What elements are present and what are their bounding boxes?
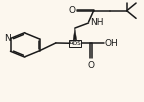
Text: N: N [4,34,11,43]
Bar [69,40,81,47]
Text: O: O [68,6,75,15]
Text: O: O [88,61,95,70]
Text: Abs: Abs [69,40,81,46]
Text: NH: NH [90,18,103,27]
Text: OH: OH [104,39,118,48]
Polygon shape [73,28,77,40]
